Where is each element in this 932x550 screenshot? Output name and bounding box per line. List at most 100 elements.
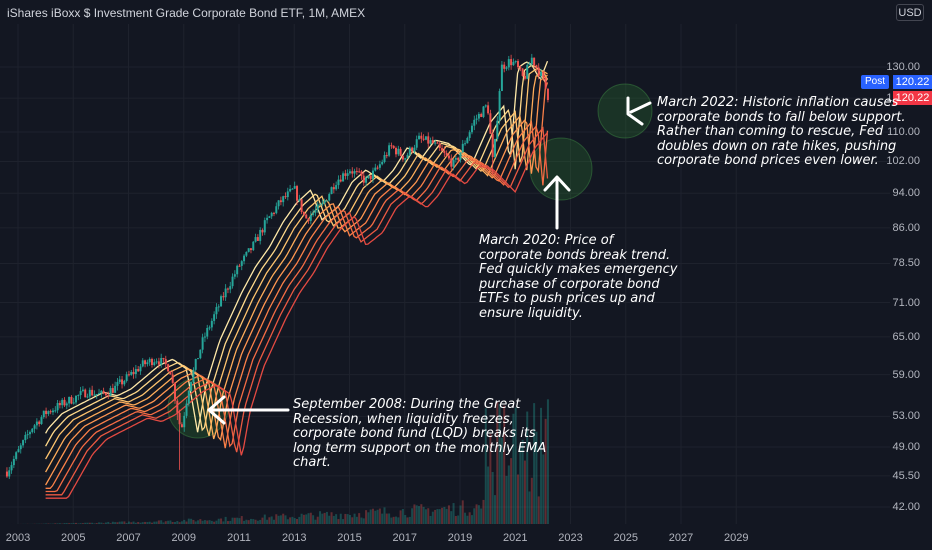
- candle-body: [215, 307, 218, 315]
- volume-bar: [153, 521, 156, 524]
- candlestick-series: [5, 53, 549, 479]
- volume-bar: [254, 519, 257, 524]
- candle-body: [314, 209, 317, 213]
- annotation-arrows: [207, 96, 652, 425]
- candle-body: [305, 214, 308, 219]
- y-tick-label: 45.50: [892, 469, 920, 482]
- x-tick-label: 2015: [337, 532, 362, 544]
- volume-bar: [169, 520, 172, 524]
- volume-bar: [360, 517, 363, 524]
- volume-bar: [521, 439, 524, 524]
- volume-bar: [215, 520, 218, 524]
- candle-body: [369, 175, 372, 180]
- x-tick-label: 2027: [668, 532, 694, 544]
- x-tick-label: 2029: [724, 532, 749, 544]
- candle-body: [75, 395, 78, 403]
- x-tick-label: 2005: [61, 532, 86, 544]
- candle-body: [434, 142, 437, 144]
- volume-bar: [470, 515, 473, 524]
- volume-bar: [243, 520, 246, 524]
- x-tick-label: 2021: [503, 532, 528, 544]
- volume-bar: [63, 523, 66, 524]
- candle-body: [222, 296, 225, 298]
- candle-body: [54, 410, 57, 412]
- candle-body: [319, 204, 322, 206]
- volume-bar: [342, 519, 345, 524]
- candle-body: [381, 161, 384, 165]
- volume-bar: [114, 522, 117, 524]
- volume-bar: [493, 495, 496, 524]
- candle-body: [358, 171, 361, 173]
- candle-body: [254, 237, 257, 242]
- candle-body: [424, 136, 427, 140]
- volume-bar: [88, 522, 91, 524]
- volume-bar: [302, 514, 305, 524]
- volume-bar: [546, 399, 549, 524]
- candle-body: [150, 358, 153, 366]
- volume-bar: [95, 523, 98, 524]
- volume-bar: [447, 505, 450, 524]
- candle-body: [65, 403, 68, 406]
- volume-bar: [319, 511, 322, 524]
- candle-body: [312, 212, 315, 215]
- volume-bar: [296, 518, 299, 524]
- candle-body: [378, 164, 381, 168]
- volume-bar: [466, 515, 469, 524]
- volume-bar: [371, 508, 374, 524]
- candle-body: [498, 91, 501, 121]
- y-tick-label: 110.00: [887, 126, 920, 139]
- candle-body: [58, 402, 61, 406]
- candle-body: [111, 388, 114, 393]
- candle-body: [351, 171, 354, 174]
- candle-body: [321, 202, 324, 205]
- candle-body: [91, 389, 94, 396]
- candle-body: [355, 171, 358, 173]
- candle-body: [441, 148, 444, 151]
- candle-body: [132, 371, 135, 375]
- volume-bar: [160, 520, 163, 524]
- volume-bar: [358, 513, 361, 524]
- volume-bar: [70, 523, 73, 524]
- volume-bar: [300, 513, 303, 524]
- candle-body: [109, 388, 112, 396]
- y-tick-label: 49.00: [892, 440, 920, 453]
- volume-bar: [316, 516, 319, 524]
- volume-bar: [139, 522, 142, 524]
- volume-bar: [533, 403, 536, 524]
- volume-bar: [54, 523, 57, 524]
- candle-body: [325, 200, 328, 202]
- candle-body: [459, 152, 462, 160]
- ema-line: [45, 60, 549, 434]
- candle-body: [199, 349, 202, 359]
- x-tick-label: 2009: [171, 532, 196, 544]
- volume-bar: [279, 515, 282, 524]
- candle-body: [226, 288, 229, 290]
- candle-body: [180, 424, 183, 428]
- candle-body: [542, 71, 545, 78]
- volume-bar: [84, 522, 87, 524]
- volume-bar: [275, 514, 278, 524]
- volume-bar: [116, 522, 119, 524]
- candle-body: [70, 396, 73, 404]
- candle-body: [68, 396, 71, 404]
- ema-line: [45, 126, 549, 496]
- volume-bar: [157, 520, 160, 524]
- candle-body: [107, 395, 110, 397]
- currency-selector[interactable]: USD: [896, 4, 924, 21]
- candle-body: [139, 366, 142, 372]
- candle-body: [371, 170, 374, 180]
- volume-bar: [199, 519, 202, 524]
- volume-bar: [137, 522, 140, 524]
- volume-bar: [321, 513, 324, 524]
- volume-bar: [270, 516, 273, 524]
- volume-bar: [130, 522, 133, 524]
- volume-bar: [263, 514, 266, 524]
- volume-bar: [107, 521, 110, 524]
- volume-bar: [413, 504, 416, 524]
- candle-body: [408, 147, 411, 155]
- candle-body: [247, 248, 250, 252]
- y-tick-label: 42.00: [892, 501, 920, 513]
- candle-body: [192, 369, 195, 382]
- candle-body: [118, 379, 121, 383]
